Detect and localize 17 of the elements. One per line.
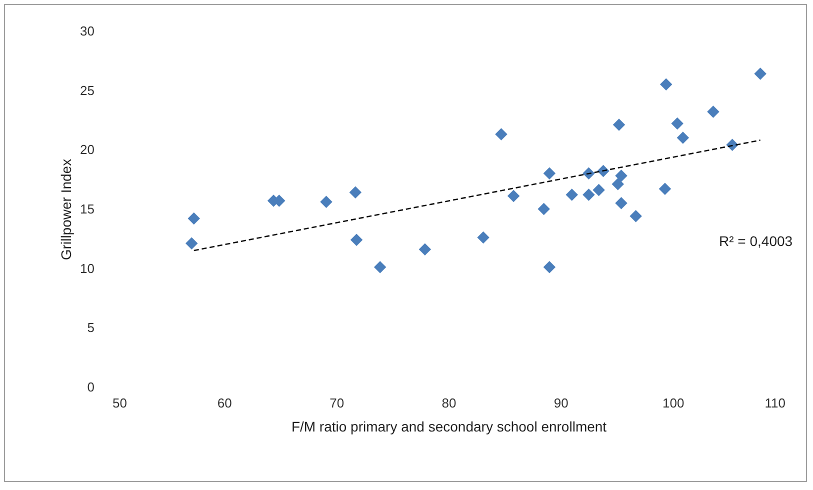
annotation: R² = 0,4003 [719,233,793,249]
x-tick-label: 50 [112,396,127,410]
x-axis-title: F/M ratio primary and secondary school enrollment [291,418,607,434]
y-tick-label: 25 [80,82,94,98]
y-tick-label: 10 [80,260,94,276]
y-tick-label: 20 [80,142,94,158]
x-tick-label: 100 [662,396,684,410]
y-tick-label: 0 [87,380,94,394]
y-tick-label: 5 [87,320,94,336]
y-axis-title: Grillpower Index [58,158,74,260]
x-tick-label: 60 [217,396,232,410]
y-tick-label: 15 [80,202,94,216]
y-tick-label: 30 [80,24,94,38]
x-tick-label: 70 [330,396,344,410]
x-tick-label: 90 [554,396,568,410]
x-tick-label: 80 [442,396,456,410]
x-tick-label: 110 [764,396,786,410]
